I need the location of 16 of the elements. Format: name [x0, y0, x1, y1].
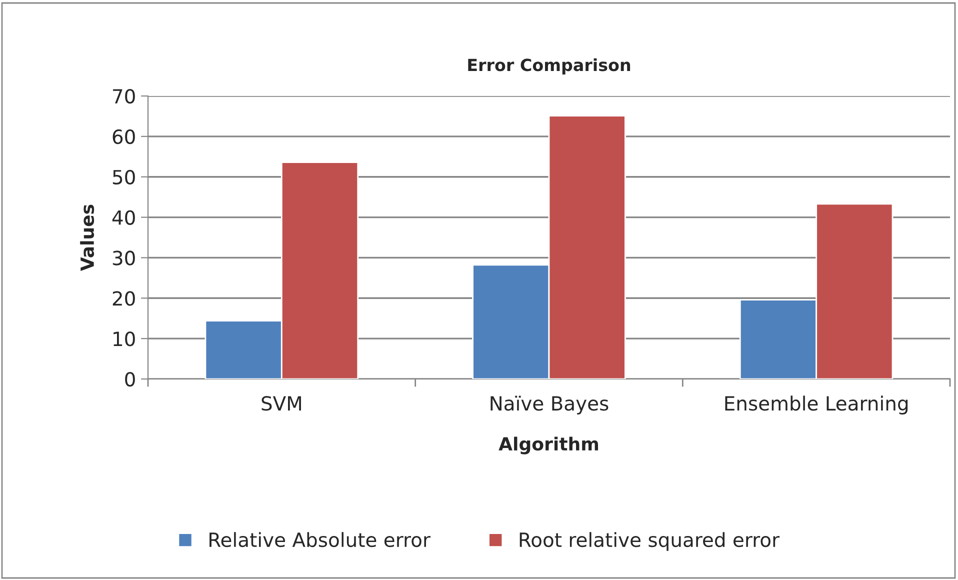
legend-label: Root relative squared error: [520, 532, 780, 551]
x-tick-label: SVM: [262, 396, 301, 411]
chart-title: Error Comparison: [468, 58, 630, 74]
y-axis-title: Values: [80, 204, 94, 272]
y-tick-label: 30: [112, 250, 135, 266]
x-axis-title: Algorithm: [498, 436, 598, 454]
y-tick-label: 20: [112, 291, 135, 306]
y-tick-label: 70: [113, 88, 135, 104]
y-tick-label: 40: [112, 210, 135, 225]
x-tick-label: Ensemble Learning: [725, 396, 908, 414]
y-tick-label: 10: [114, 332, 135, 346]
y-tick-label: 60: [112, 129, 135, 144]
legend-label: Relative Absolute error: [210, 532, 430, 548]
y-tick-label: 0: [125, 372, 135, 387]
y-tick-label: 50: [112, 170, 135, 185]
x-tick-label: Naïve Bayes: [490, 396, 608, 414]
